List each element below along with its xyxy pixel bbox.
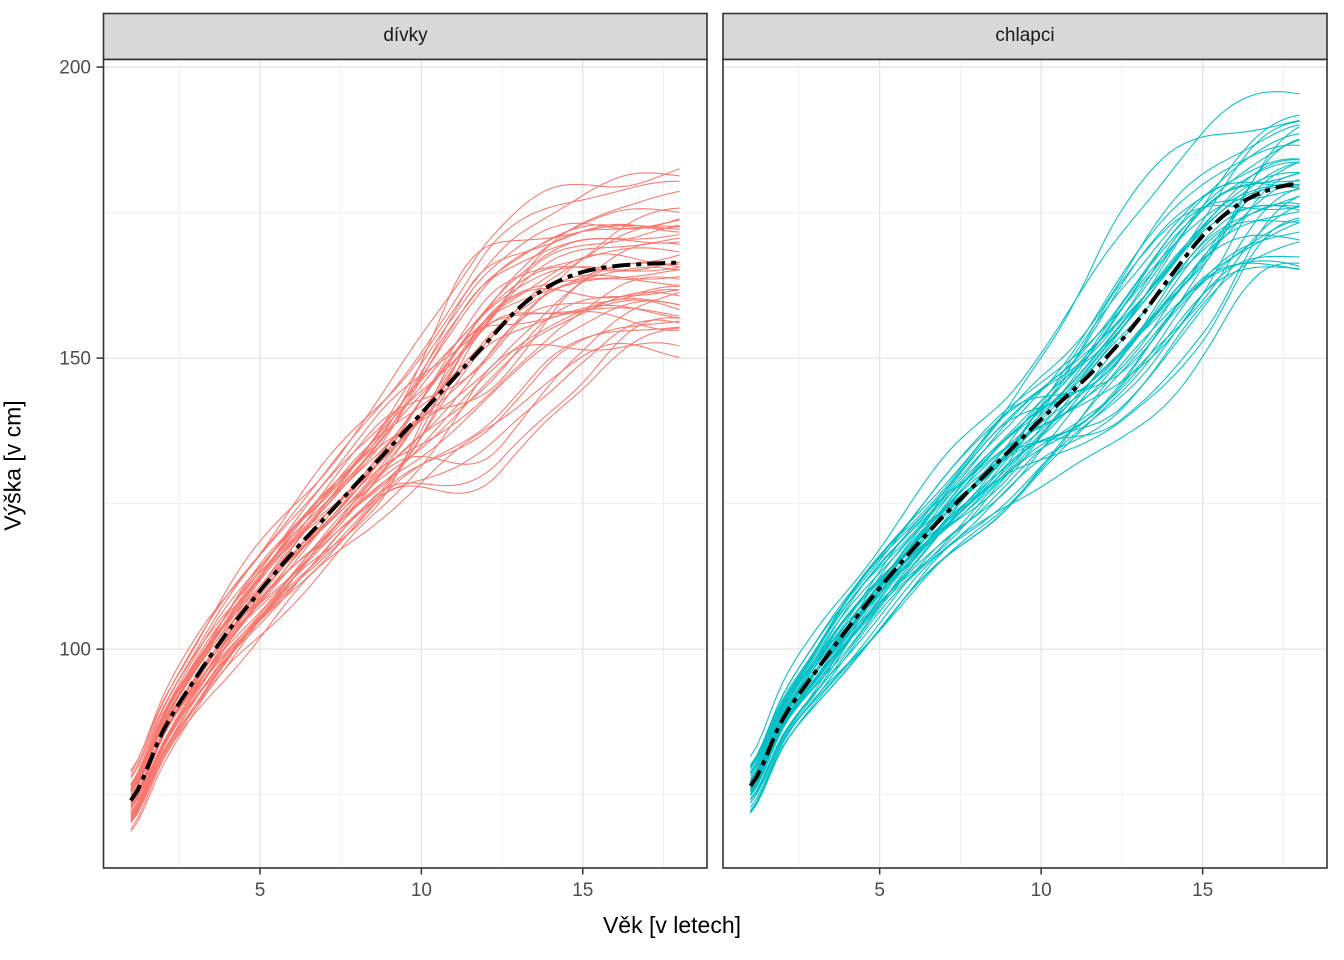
child-growth-line bbox=[750, 120, 1300, 767]
child-growth-line bbox=[750, 181, 1300, 785]
child-growth-line bbox=[130, 172, 680, 773]
mean-growth-line bbox=[748, 181, 1300, 788]
facet-strip-label-boys: chlapci bbox=[995, 25, 1055, 46]
y-tick-label: 200 bbox=[59, 58, 91, 79]
facet-strip bbox=[102, 12, 708, 61]
child-growth-line bbox=[750, 124, 1300, 770]
facet-strip bbox=[722, 12, 1328, 61]
gridlines bbox=[723, 59, 1327, 868]
child-growth-line bbox=[130, 233, 680, 791]
child-growth-line bbox=[130, 219, 680, 787]
child-growth-line bbox=[130, 317, 680, 821]
child-growth-line bbox=[750, 159, 1300, 782]
facet-panel-girls: 5 10 15 bbox=[102, 12, 708, 901]
child-growth-line bbox=[130, 326, 680, 822]
child-growth-line bbox=[130, 298, 680, 815]
x-tick-label: 10 bbox=[1031, 880, 1052, 901]
y-tick-label: 150 bbox=[59, 349, 91, 370]
child-growth-line bbox=[750, 114, 1300, 766]
child-growth-line bbox=[750, 195, 1300, 786]
x-tick-label: 15 bbox=[572, 880, 593, 901]
facet-strip-label-girls: dívky bbox=[383, 25, 428, 46]
child-growth-line bbox=[130, 190, 680, 779]
child-growth-line bbox=[750, 91, 1300, 757]
child-growth-line bbox=[130, 207, 680, 786]
child-growth-line bbox=[130, 278, 680, 807]
panel-background bbox=[103, 59, 707, 868]
child-growth-line bbox=[130, 342, 680, 830]
mean-growth-line bbox=[129, 260, 680, 802]
child-growth-line bbox=[130, 168, 680, 771]
individual-lines bbox=[750, 91, 1300, 814]
y-axis-title: Výška [v cm] bbox=[0, 400, 26, 531]
child-growth-line bbox=[130, 247, 680, 798]
x-axis-title: Věk [v letech] bbox=[602, 912, 742, 938]
panel-background bbox=[723, 59, 1327, 868]
x-tick-label: 15 bbox=[1192, 880, 1213, 901]
child-growth-line bbox=[130, 253, 680, 798]
child-growth-line bbox=[750, 144, 1300, 777]
x-tick-label: 10 bbox=[411, 880, 432, 901]
child-growth-line bbox=[750, 255, 1300, 808]
panel-border bbox=[722, 58, 1328, 869]
child-growth-line bbox=[130, 300, 680, 817]
y-tick-label: 100 bbox=[59, 640, 91, 661]
panel-border bbox=[102, 58, 708, 869]
facet-panel-boys: 5 10 15 bbox=[722, 12, 1328, 901]
child-growth-line bbox=[750, 234, 1300, 804]
child-growth-line bbox=[750, 210, 1300, 793]
child-growth-line bbox=[750, 231, 1300, 800]
child-growth-line bbox=[750, 262, 1300, 812]
x-tick-label: 5 bbox=[255, 880, 266, 901]
child-growth-line bbox=[130, 291, 680, 809]
child-growth-line bbox=[750, 204, 1300, 790]
child-growth-line bbox=[750, 219, 1300, 801]
child-growth-line bbox=[130, 320, 680, 820]
child-growth-line bbox=[130, 311, 680, 819]
x-tick-label: 5 bbox=[874, 880, 885, 901]
child-growth-line bbox=[130, 319, 680, 823]
